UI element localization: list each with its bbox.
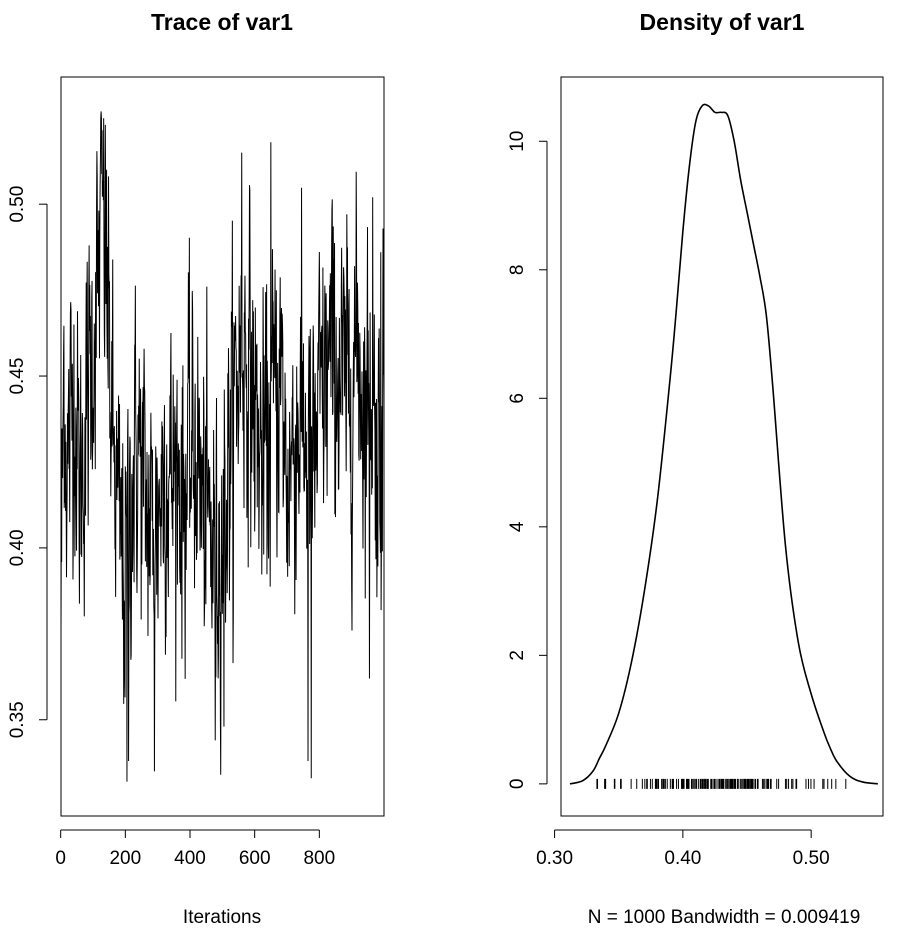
- density-y-tick-label: 6: [507, 393, 528, 404]
- trace-x-axis-label: Iterations: [183, 907, 261, 928]
- density-panel: Density of var1 0.30 0.40 0.50 0 2 4 6 8 10 N =…: [507, 9, 884, 928]
- trace-x-axis: 0 200 400 600 800: [55, 829, 335, 869]
- density-rug-marks: [596, 778, 847, 789]
- density-y-tick-label: 4: [507, 521, 528, 532]
- density-series: [569, 103, 878, 785]
- density-y-tick-label: 2: [507, 650, 528, 661]
- trace-x-tick-label: 200: [109, 848, 141, 869]
- trace-y-tick-label: 0.35: [7, 701, 28, 738]
- trace-x-tick-label: 400: [174, 848, 206, 869]
- density-rug: [596, 778, 847, 789]
- density-x-axis: 0.30 0.40 0.50: [536, 829, 830, 869]
- trace-line: [60, 111, 385, 782]
- trace-title: Trace of var1: [151, 9, 293, 35]
- density-plot-frame: [560, 76, 884, 817]
- trace-y-tick-label: 0.45: [7, 358, 28, 395]
- density-y-tick-label: 0: [507, 779, 528, 790]
- trace-y-tick-label: 0.50: [7, 186, 28, 223]
- trace-series: [60, 111, 385, 782]
- density-y-tick-label: 10: [507, 131, 528, 152]
- density-x-axis-label: N = 1000 Bandwidth = 0.009419: [588, 907, 861, 928]
- density-x-tick-label: 0.30: [536, 848, 573, 869]
- density-y-axis: 0 2 4 6 8 10: [507, 131, 548, 790]
- trace-x-tick-label: 800: [303, 848, 335, 869]
- trace-y-tick-label: 0.40: [7, 529, 28, 566]
- trace-plot-frame: [60, 76, 385, 817]
- trace-panel: Trace of var1 0 200 400 600 800 0.35 0.40 0.45…: [7, 9, 385, 928]
- density-x-tick-label: 0.40: [664, 848, 701, 869]
- density-y-tick-label: 8: [507, 264, 528, 275]
- trace-y-axis: 0.35 0.40 0.45 0.50: [7, 186, 48, 738]
- density-curve: [569, 103, 878, 785]
- trace-x-tick-label: 0: [55, 848, 66, 869]
- trace-x-tick-label: 600: [239, 848, 271, 869]
- density-title: Density of var1: [640, 9, 805, 35]
- density-x-tick-label: 0.50: [793, 848, 830, 869]
